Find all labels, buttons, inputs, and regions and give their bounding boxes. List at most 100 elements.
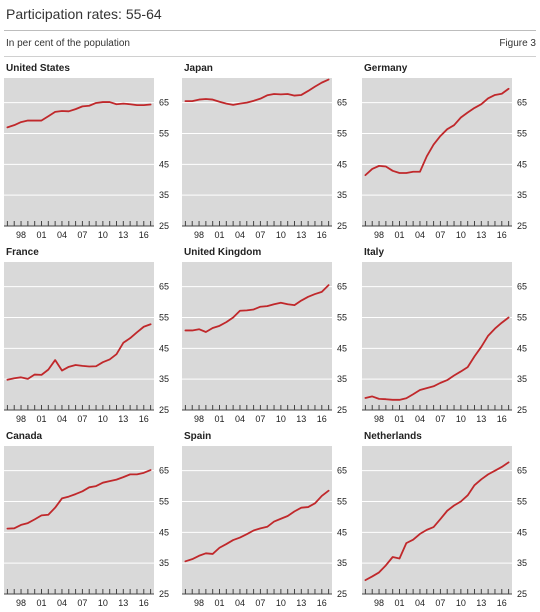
chart-svg: United Kingdom 98 01 04 07 10 13 16 25 35 45 55 65: [182, 247, 347, 424]
x-tick-label: 98: [374, 230, 384, 240]
x-tick-label: 07: [77, 230, 87, 240]
y-tick-label: 45: [159, 343, 169, 353]
y-tick-label: 45: [517, 159, 527, 169]
x-tick-label: 10: [276, 230, 286, 240]
x-tick-label: 16: [497, 598, 507, 608]
x-tick-label: 10: [98, 414, 108, 424]
x-tick-label: 01: [214, 598, 224, 608]
y-tick-label: 45: [517, 527, 527, 537]
x-tick-label: 01: [394, 598, 404, 608]
y-tick-label: 35: [337, 190, 347, 200]
y-tick-label: 55: [517, 313, 527, 323]
panel-italy: Italy 98 01 04 07 10 13 16 25 35 45 55 65: [362, 242, 536, 424]
x-tick-label: 04: [235, 598, 245, 608]
x-tick-label: 04: [415, 598, 425, 608]
chart-svg: Germany 98 01 04 07 10 13 16 25 35 45 55 65: [362, 63, 527, 240]
chart-title: Spain: [184, 431, 211, 442]
x-tick-label: 13: [296, 414, 306, 424]
y-tick-label: 45: [337, 343, 347, 353]
x-tick-label: 04: [57, 414, 67, 424]
y-tick-label: 35: [159, 374, 169, 384]
y-tick-label: 35: [337, 558, 347, 568]
x-tick-label: 04: [57, 230, 67, 240]
y-tick-label: 65: [517, 282, 527, 292]
x-tick-label: 16: [317, 598, 327, 608]
y-tick-label: 65: [159, 98, 169, 108]
y-tick-label: 65: [159, 282, 169, 292]
x-tick-label: 07: [435, 598, 445, 608]
y-tick-label: 45: [159, 159, 169, 169]
series-line: [364, 87, 510, 177]
y-tick-label: 35: [517, 374, 527, 384]
series-line: [364, 316, 510, 401]
x-tick-label: 13: [296, 230, 306, 240]
y-tick-label: 25: [159, 405, 169, 415]
panel-germany: Germany 98 01 04 07 10 13 16 25 35 45 55 65: [362, 58, 536, 240]
y-tick-label: 35: [159, 190, 169, 200]
x-tick-label: 98: [374, 598, 384, 608]
y-tick-label: 45: [337, 159, 347, 169]
x-tick-label: 07: [435, 230, 445, 240]
x-tick-label: 04: [235, 414, 245, 424]
y-tick-label: 55: [517, 497, 527, 507]
y-tick-label: 25: [517, 589, 527, 599]
chart-title: United Kingdom: [184, 247, 261, 258]
y-tick-label: 55: [159, 129, 169, 139]
x-tick-label: 07: [255, 230, 265, 240]
chart-title: Italy: [364, 247, 384, 258]
x-tick-label: 10: [456, 414, 466, 424]
y-tick-label: 45: [517, 343, 527, 353]
x-tick-label: 01: [214, 230, 224, 240]
x-tick-label: 10: [456, 598, 466, 608]
chart-svg: United States 98 01 04 07 10 13 16 25 35 45 55 65: [4, 63, 169, 240]
x-tick-label: 07: [255, 598, 265, 608]
y-tick-label: 65: [337, 282, 347, 292]
y-tick-label: 55: [337, 129, 347, 139]
x-tick-label: 04: [235, 230, 245, 240]
chart-svg: Japan 98 01 04 07 10 13 16 25 35 45 55 65: [182, 63, 347, 240]
y-tick-label: 25: [337, 589, 347, 599]
x-tick-label: 04: [57, 598, 67, 608]
x-tick-label: 10: [98, 230, 108, 240]
x-tick-label: 10: [98, 598, 108, 608]
panel-canada: Canada 98 01 04 07 10 13 16 25 35 45 55 65: [4, 426, 178, 608]
chart-title: Canada: [6, 431, 43, 442]
y-tick-label: 25: [159, 221, 169, 231]
x-tick-label: 98: [194, 230, 204, 240]
y-tick-label: 65: [337, 466, 347, 476]
x-tick-label: 98: [194, 414, 204, 424]
chart-title: Japan: [184, 63, 213, 74]
y-tick-label: 65: [337, 98, 347, 108]
x-tick-label: 01: [394, 230, 404, 240]
x-tick-label: 01: [36, 230, 46, 240]
chart-title: Germany: [364, 63, 408, 74]
series-line: [364, 461, 510, 582]
chart-svg: Spain 98 01 04 07 10 13 16 25 35 45 55 65: [182, 431, 347, 608]
x-tick-label: 10: [276, 414, 286, 424]
x-tick-label: 04: [415, 230, 425, 240]
chart-svg: France 98 01 04 07 10 13 16 25 35 45 55 65: [4, 247, 169, 424]
x-tick-label: 13: [296, 598, 306, 608]
panel-japan: Japan 98 01 04 07 10 13 16 25 35 45 55 65: [182, 58, 356, 240]
y-tick-label: 45: [159, 527, 169, 537]
y-tick-label: 45: [337, 527, 347, 537]
x-tick-label: 13: [118, 414, 128, 424]
x-tick-label: 16: [139, 598, 149, 608]
x-tick-label: 16: [497, 414, 507, 424]
y-tick-label: 35: [517, 190, 527, 200]
series-line: [184, 284, 330, 333]
y-tick-label: 55: [159, 313, 169, 323]
chart-title: Netherlands: [364, 431, 422, 442]
x-tick-label: 13: [476, 230, 486, 240]
x-tick-label: 01: [36, 598, 46, 608]
panel-netherlands: Netherlands 98 01 04 07 10 13 16 25 35 45 55 65: [362, 426, 536, 608]
x-tick-label: 01: [36, 414, 46, 424]
plot-area: [362, 446, 512, 594]
figure-subtitle: In per cent of the population: [6, 38, 130, 49]
x-tick-label: 04: [415, 414, 425, 424]
x-tick-label: 01: [214, 414, 224, 424]
panel-united-states: United States 98 01 04 07 10 13 16 25 35 45 55 65: [4, 58, 178, 240]
x-tick-label: 10: [276, 598, 286, 608]
x-tick-label: 13: [118, 598, 128, 608]
y-tick-label: 25: [337, 405, 347, 415]
